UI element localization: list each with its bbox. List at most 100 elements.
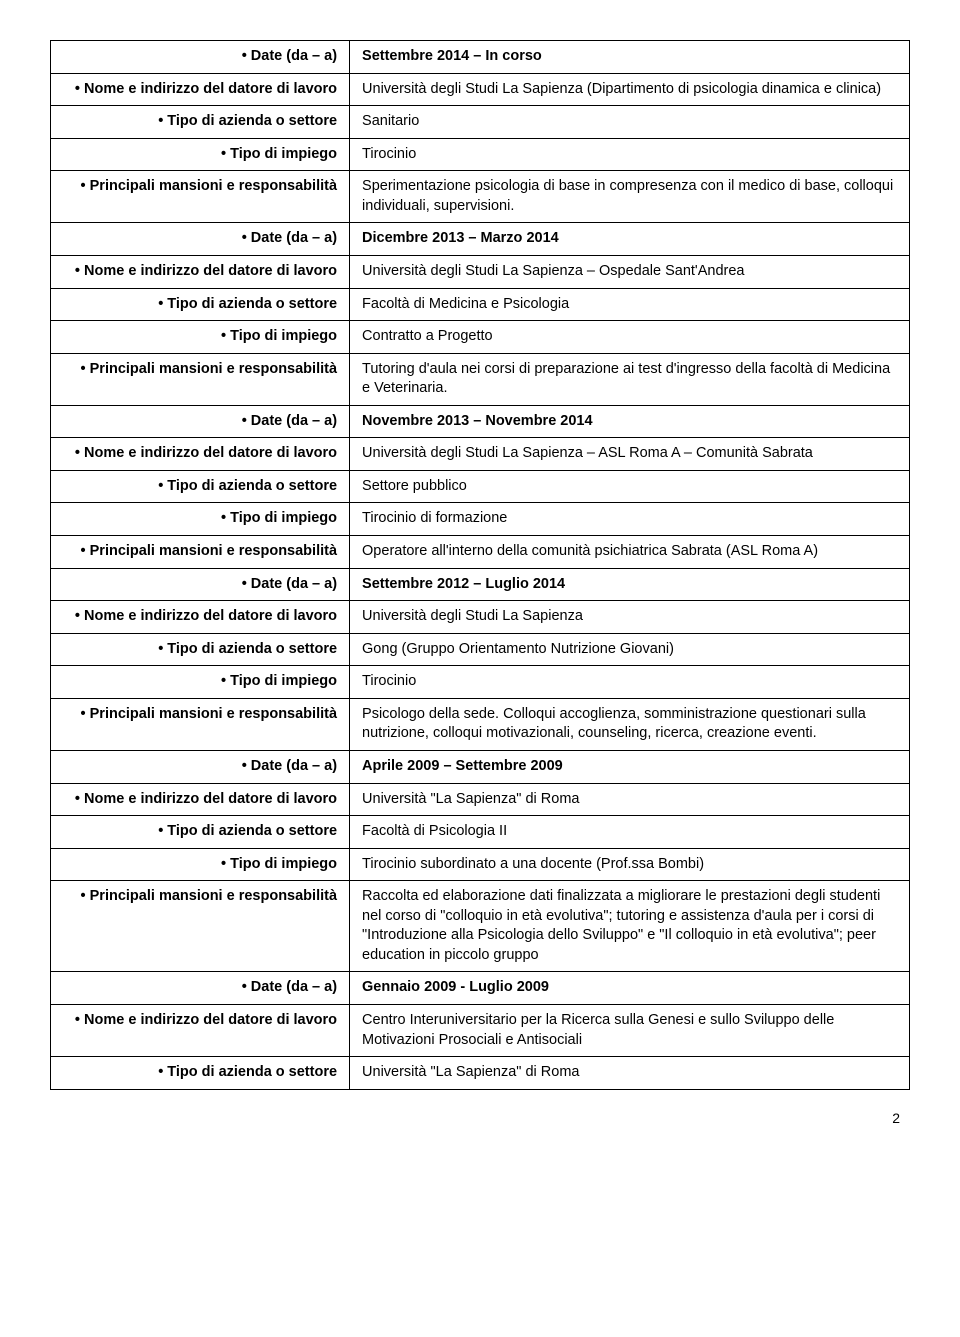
- row-label: • Principali mansioni e responsabilità: [51, 698, 350, 750]
- row-label: • Date (da – a): [51, 568, 350, 601]
- bullet-icon: •: [158, 113, 167, 129]
- row-label: • Tipo di impiego: [51, 503, 350, 536]
- row-value: Aprile 2009 – Settembre 2009: [350, 750, 910, 783]
- row-label-text: Principali mansioni e responsabilità: [90, 888, 337, 904]
- table-row: • Tipo di impiegoTirocinio di formazione: [51, 503, 910, 536]
- row-value: Sperimentazione psicologia di base in co…: [350, 171, 910, 223]
- bullet-icon: •: [158, 296, 167, 312]
- row-label-text: Tipo di azienda o settore: [167, 478, 337, 494]
- bullet-icon: •: [221, 510, 230, 526]
- table-row: • Tipo di impiegoTirocinio subordinato a…: [51, 848, 910, 881]
- row-label: • Nome e indirizzo del datore di lavoro: [51, 601, 350, 634]
- row-label-text: Tipo di azienda o settore: [167, 823, 337, 839]
- row-label-text: Nome e indirizzo del datore di lavoro: [84, 1012, 337, 1028]
- row-label-text: Date (da – a): [251, 576, 337, 592]
- bullet-icon: •: [158, 641, 167, 657]
- row-label-text: Tipo di impiego: [230, 328, 337, 344]
- row-label-text: Principali mansioni e responsabilità: [90, 543, 337, 559]
- row-value: Tirocinio: [350, 666, 910, 699]
- row-label: • Date (da – a): [51, 41, 350, 74]
- row-label: • Nome e indirizzo del datore di lavoro: [51, 1005, 350, 1057]
- row-value: Settembre 2012 – Luglio 2014: [350, 568, 910, 601]
- bullet-icon: •: [242, 230, 251, 246]
- row-value: Sanitario: [350, 106, 910, 139]
- row-value: Tirocinio: [350, 138, 910, 171]
- row-label-text: Tipo di azienda o settore: [167, 1064, 337, 1080]
- row-label: • Principali mansioni e responsabilità: [51, 536, 350, 569]
- row-value: Gong (Gruppo Orientamento Nutrizione Gio…: [350, 633, 910, 666]
- table-row: • Date (da – a)Dicembre 2013 – Marzo 201…: [51, 223, 910, 256]
- bullet-icon: •: [75, 1012, 84, 1028]
- table-row: • Nome e indirizzo del datore di lavoroU…: [51, 783, 910, 816]
- table-row: • Tipo di impiegoTirocinio: [51, 138, 910, 171]
- row-value: Università degli Studi La Sapienza – Osp…: [350, 255, 910, 288]
- table-row: • Nome e indirizzo del datore di lavoroC…: [51, 1005, 910, 1057]
- row-label-text: Tipo di azienda o settore: [167, 641, 337, 657]
- row-label: • Tipo di azienda o settore: [51, 106, 350, 139]
- bullet-icon: •: [242, 758, 251, 774]
- bullet-icon: •: [81, 888, 90, 904]
- row-label-text: Principali mansioni e responsabilità: [90, 706, 337, 722]
- table-row: • Date (da – a)Gennaio 2009 - Luglio 200…: [51, 972, 910, 1005]
- table-row: • Nome e indirizzo del datore di lavoroU…: [51, 601, 910, 634]
- row-value: Settembre 2014 – In corso: [350, 41, 910, 74]
- row-value: Facoltà di Psicologia II: [350, 816, 910, 849]
- table-row: • Date (da – a) Novembre 2013 – Novembre …: [51, 405, 910, 438]
- bullet-icon: •: [221, 146, 230, 162]
- row-value: Tirocinio subordinato a una docente (Pro…: [350, 848, 910, 881]
- cv-table: • Date (da – a)Settembre 2014 – In corso…: [50, 40, 910, 1090]
- table-row: • Nome e indirizzo del datore di lavoroU…: [51, 438, 910, 471]
- table-row: • Principali mansioni e responsabilitàOp…: [51, 536, 910, 569]
- bullet-icon: •: [81, 361, 90, 377]
- bullet-icon: •: [242, 413, 251, 429]
- page-number: 2: [50, 1090, 910, 1126]
- table-row: • Nome e indirizzo del datore di lavoroU…: [51, 73, 910, 106]
- page: • Date (da – a)Settembre 2014 – In corso…: [0, 0, 960, 1156]
- table-row: • Principali mansioni e responsabilitàRa…: [51, 881, 910, 972]
- table-row: • Tipo di azienda o settoreGong (Gruppo …: [51, 633, 910, 666]
- row-label: • Tipo di azienda o settore: [51, 288, 350, 321]
- bullet-icon: •: [158, 478, 167, 494]
- row-label: • Principali mansioni e responsabilità: [51, 171, 350, 223]
- table-row: • Date (da – a)Settembre 2012 – Luglio 2…: [51, 568, 910, 601]
- bullet-icon: •: [75, 445, 84, 461]
- bullet-icon: •: [158, 1064, 167, 1080]
- row-value: Tirocinio di formazione: [350, 503, 910, 536]
- row-label-text: Nome e indirizzo del datore di lavoro: [84, 263, 337, 279]
- row-label: • Tipo di impiego: [51, 848, 350, 881]
- table-row: • Tipo di azienda o settoreSettore pubbl…: [51, 470, 910, 503]
- bullet-icon: •: [242, 979, 251, 995]
- row-label: • Nome e indirizzo del datore di lavoro: [51, 73, 350, 106]
- row-label-text: Date (da – a): [251, 758, 337, 774]
- bullet-icon: •: [242, 576, 251, 592]
- row-label: • Tipo di impiego: [51, 138, 350, 171]
- bullet-icon: •: [75, 791, 84, 807]
- row-label-text: Principali mansioni e responsabilità: [90, 361, 337, 377]
- row-value: Settore pubblico: [350, 470, 910, 503]
- table-row: • Tipo di azienda o settoreFacoltà di Me…: [51, 288, 910, 321]
- row-value: Gennaio 2009 - Luglio 2009: [350, 972, 910, 1005]
- row-label: • Tipo di impiego: [51, 666, 350, 699]
- row-value: Università "La Sapienza" di Roma: [350, 1057, 910, 1090]
- row-value: Novembre 2013 – Novembre 2014: [350, 405, 910, 438]
- row-label-text: Nome e indirizzo del datore di lavoro: [84, 81, 337, 97]
- row-value: Raccolta ed elaborazione dati finalizzat…: [350, 881, 910, 972]
- bullet-icon: •: [221, 856, 230, 872]
- row-label-text: Tipo di azienda o settore: [167, 296, 337, 312]
- row-label-text: Date (da – a): [251, 230, 337, 246]
- row-value: Centro Interuniversitario per la Ricerca…: [350, 1005, 910, 1057]
- bullet-icon: •: [75, 263, 84, 279]
- row-value: Operatore all'interno della comunità psi…: [350, 536, 910, 569]
- row-label-text: Date (da – a): [251, 413, 337, 429]
- row-label: • Tipo di azienda o settore: [51, 470, 350, 503]
- row-value: Università degli Studi La Sapienza: [350, 601, 910, 634]
- row-label: • Principali mansioni e responsabilità: [51, 881, 350, 972]
- row-label: • Date (da – a): [51, 972, 350, 1005]
- row-label: • Tipo di azienda o settore: [51, 633, 350, 666]
- table-row: • Date (da – a) Aprile 2009 – Settembre 2…: [51, 750, 910, 783]
- row-value: Università "La Sapienza" di Roma: [350, 783, 910, 816]
- row-label: • Nome e indirizzo del datore di lavoro: [51, 255, 350, 288]
- table-row: • Tipo di azienda o settore Università "L…: [51, 1057, 910, 1090]
- bullet-icon: •: [75, 81, 84, 97]
- table-row: • Tipo di impiegoTirocinio: [51, 666, 910, 699]
